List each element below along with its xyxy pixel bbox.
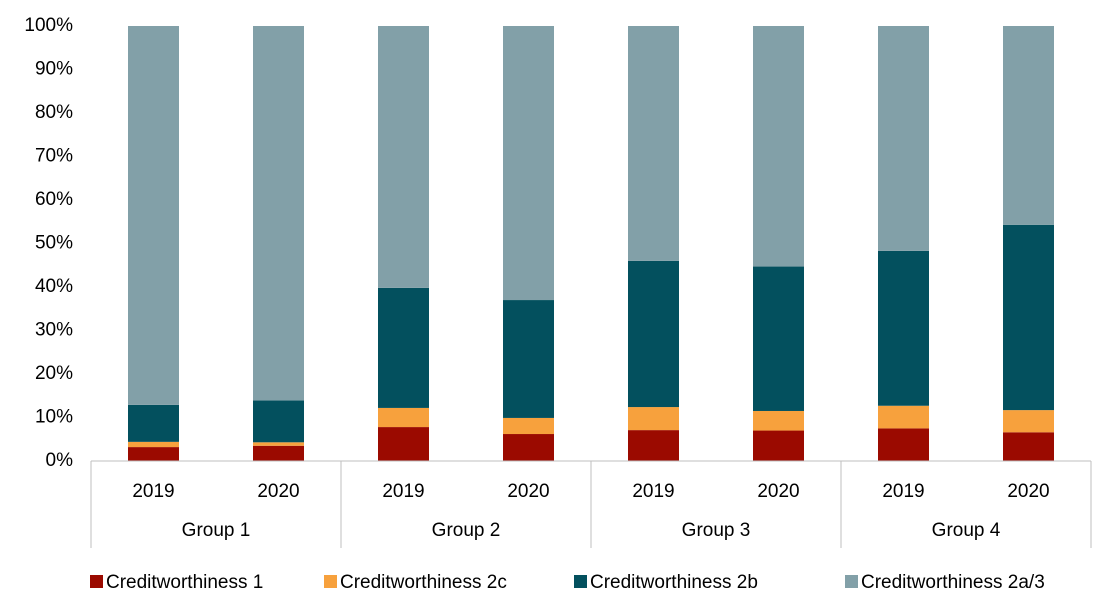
bar-segment bbox=[628, 407, 679, 431]
bar-segment bbox=[878, 405, 929, 429]
legend-label: Creditworthiness 2b bbox=[590, 572, 758, 593]
bar-segment bbox=[503, 300, 554, 418]
legend-marker bbox=[90, 575, 103, 588]
y-tick-label: 60% bbox=[35, 189, 73, 210]
bar-segment bbox=[253, 26, 304, 401]
legend-marker bbox=[845, 575, 858, 588]
bar-segment bbox=[503, 417, 554, 435]
bar-segment bbox=[503, 26, 554, 301]
x-tick-label: 2020 bbox=[257, 481, 299, 502]
y-tick-label: 80% bbox=[35, 102, 73, 123]
legend-label: Creditworthiness 2c bbox=[340, 572, 507, 593]
bar-segment bbox=[378, 407, 429, 428]
x-tick-label: 2020 bbox=[507, 481, 549, 502]
bar-segment bbox=[128, 26, 179, 405]
bar-segment bbox=[378, 26, 429, 288]
x-tick-label: 2020 bbox=[1007, 481, 1049, 502]
y-tick-label: 90% bbox=[35, 59, 73, 80]
bar-segment bbox=[878, 428, 929, 461]
bar-segment bbox=[1003, 224, 1054, 411]
bar-segment bbox=[753, 26, 804, 267]
x-tick-label: 2019 bbox=[132, 481, 174, 502]
y-tick-label: 100% bbox=[24, 15, 73, 36]
legend-label: Creditworthiness 1 bbox=[106, 572, 263, 593]
legend-marker bbox=[324, 575, 337, 588]
group-label: Group 2 bbox=[432, 520, 501, 541]
y-tick-label: 70% bbox=[35, 146, 73, 167]
bar-segment bbox=[1003, 26, 1054, 225]
bar-segment bbox=[128, 447, 179, 461]
bar-segment bbox=[253, 445, 304, 461]
x-tick-label: 2019 bbox=[882, 481, 924, 502]
bar-segment bbox=[378, 287, 429, 408]
bar-segment bbox=[753, 266, 804, 411]
x-tick-label: 2020 bbox=[757, 481, 799, 502]
bar-segment bbox=[628, 26, 679, 261]
y-tick-label: 0% bbox=[46, 450, 74, 471]
y-tick-label: 10% bbox=[35, 407, 73, 428]
y-tick-label: 30% bbox=[35, 320, 73, 341]
bar-segment bbox=[253, 400, 304, 443]
group-label: Group 4 bbox=[932, 520, 1001, 541]
group-label: Group 1 bbox=[182, 520, 251, 541]
bar-segment bbox=[878, 26, 929, 251]
group-label: Group 3 bbox=[682, 520, 751, 541]
bar-segment bbox=[628, 430, 679, 461]
bar-segment bbox=[753, 430, 804, 461]
bar-segment bbox=[628, 260, 679, 408]
bar-segment bbox=[378, 427, 429, 461]
y-tick-label: 40% bbox=[35, 276, 73, 297]
y-tick-label: 20% bbox=[35, 363, 73, 384]
bar-segment bbox=[753, 410, 804, 431]
y-tick-label: 50% bbox=[35, 233, 73, 254]
legend-label: Creditworthiness 2a/3 bbox=[861, 572, 1045, 593]
bar-segment bbox=[878, 250, 929, 406]
bar-segment bbox=[503, 434, 554, 461]
x-tick-label: 2019 bbox=[382, 481, 424, 502]
bar-segment bbox=[128, 441, 179, 448]
bar-segment bbox=[253, 442, 304, 446]
legend-marker bbox=[574, 575, 587, 588]
bar-segment bbox=[128, 404, 179, 442]
bar-segment bbox=[1003, 410, 1054, 433]
x-tick-label: 2019 bbox=[632, 481, 674, 502]
bar-segment bbox=[1003, 432, 1054, 461]
